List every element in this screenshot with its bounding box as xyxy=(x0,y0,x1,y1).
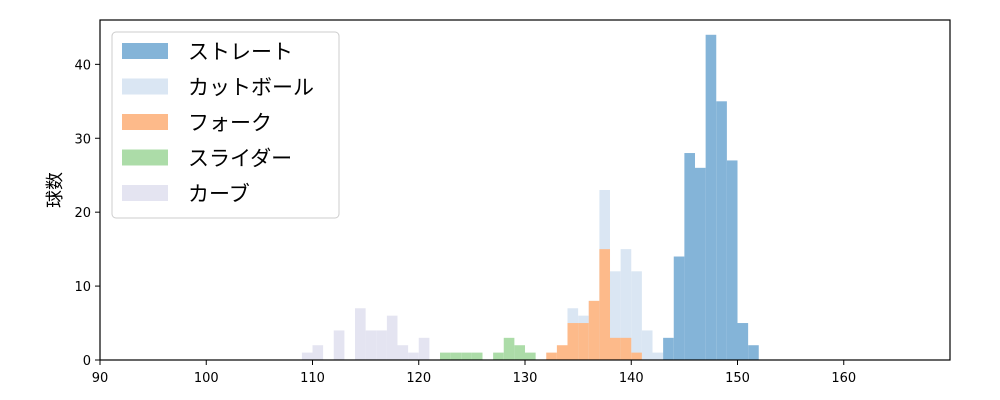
series-1 xyxy=(301,308,430,360)
histogram-bar xyxy=(525,352,536,360)
legend-swatch xyxy=(122,78,168,95)
legend-swatch xyxy=(122,114,168,130)
x-tick-label: 130 xyxy=(513,371,538,386)
x-tick-label: 100 xyxy=(194,371,219,386)
series-2 xyxy=(440,337,536,360)
y-tick-label: 30 xyxy=(74,132,91,147)
legend-label: ストレート xyxy=(188,40,293,64)
legend-label: フォーク xyxy=(188,111,272,135)
series-3 xyxy=(546,249,642,360)
histogram-bar xyxy=(312,345,324,360)
histogram-bar xyxy=(695,167,706,360)
histogram-bar xyxy=(376,330,387,360)
histogram-bar xyxy=(355,308,366,360)
histogram-bar xyxy=(461,352,472,360)
series-4 xyxy=(663,34,759,361)
histogram-bar xyxy=(641,330,653,360)
legend-swatch xyxy=(122,43,168,59)
histogram-bar xyxy=(440,352,451,360)
histogram-bar xyxy=(620,337,632,360)
legend-swatch xyxy=(122,149,168,166)
x-tick-label: 150 xyxy=(725,371,750,386)
histogram-bar xyxy=(546,352,557,360)
histogram-bar xyxy=(620,249,632,360)
histogram-bar xyxy=(663,337,674,360)
histogram-bar xyxy=(333,330,345,360)
histogram-bar xyxy=(588,300,600,360)
histogram-bar xyxy=(716,101,727,361)
histogram-bar xyxy=(365,330,377,360)
y-tick-label: 40 xyxy=(74,58,91,73)
histogram-bar xyxy=(684,153,696,360)
legend-label: カットボール xyxy=(188,76,314,100)
histogram-bar xyxy=(301,352,313,360)
histogram-bar xyxy=(397,345,409,360)
x-tick-label: 90 xyxy=(92,371,109,386)
histogram-bars xyxy=(301,34,759,361)
x-axis: 90 100 110 120 130 140 150 160 xyxy=(92,360,856,386)
y-axis: 0 10 20 30 40 xyxy=(74,58,100,369)
histogram-bar xyxy=(556,345,568,360)
x-tick-label: 140 xyxy=(619,371,644,386)
y-tick-label: 20 xyxy=(74,206,91,221)
histogram-bar xyxy=(726,160,738,360)
histogram-bar xyxy=(493,352,504,360)
y-axis-label: 球数 xyxy=(45,172,66,208)
histogram-bar xyxy=(386,315,398,360)
histogram-bar xyxy=(514,345,526,360)
histogram-bar xyxy=(705,34,717,360)
legend-frame xyxy=(111,31,340,219)
y-tick-label: 0 xyxy=(83,354,91,369)
histogram-bar xyxy=(503,337,515,360)
x-tick-label: 160 xyxy=(831,371,856,386)
histogram-bar xyxy=(652,352,664,360)
histogram-bar xyxy=(631,271,642,360)
histogram-bar xyxy=(673,256,685,360)
histogram-bar xyxy=(748,345,759,360)
legend-swatch xyxy=(122,185,168,201)
histogram-bar xyxy=(610,337,621,360)
histogram-bar xyxy=(599,249,611,360)
histogram-bar xyxy=(610,271,621,360)
legend-label: スライダー xyxy=(188,147,292,171)
histogram-bar xyxy=(567,323,579,360)
histogram-bar xyxy=(578,323,589,360)
y-tick-label: 10 xyxy=(74,280,91,295)
x-tick-label: 110 xyxy=(300,371,325,386)
legend-label: カーブ xyxy=(188,182,250,206)
histogram-bar xyxy=(631,352,642,360)
histogram-bar xyxy=(418,337,430,360)
x-tick-label: 120 xyxy=(406,371,431,386)
histogram-bar xyxy=(471,352,483,360)
histogram-bar xyxy=(450,352,462,360)
histogram-bar xyxy=(408,352,419,360)
histogram-bar xyxy=(737,323,749,360)
